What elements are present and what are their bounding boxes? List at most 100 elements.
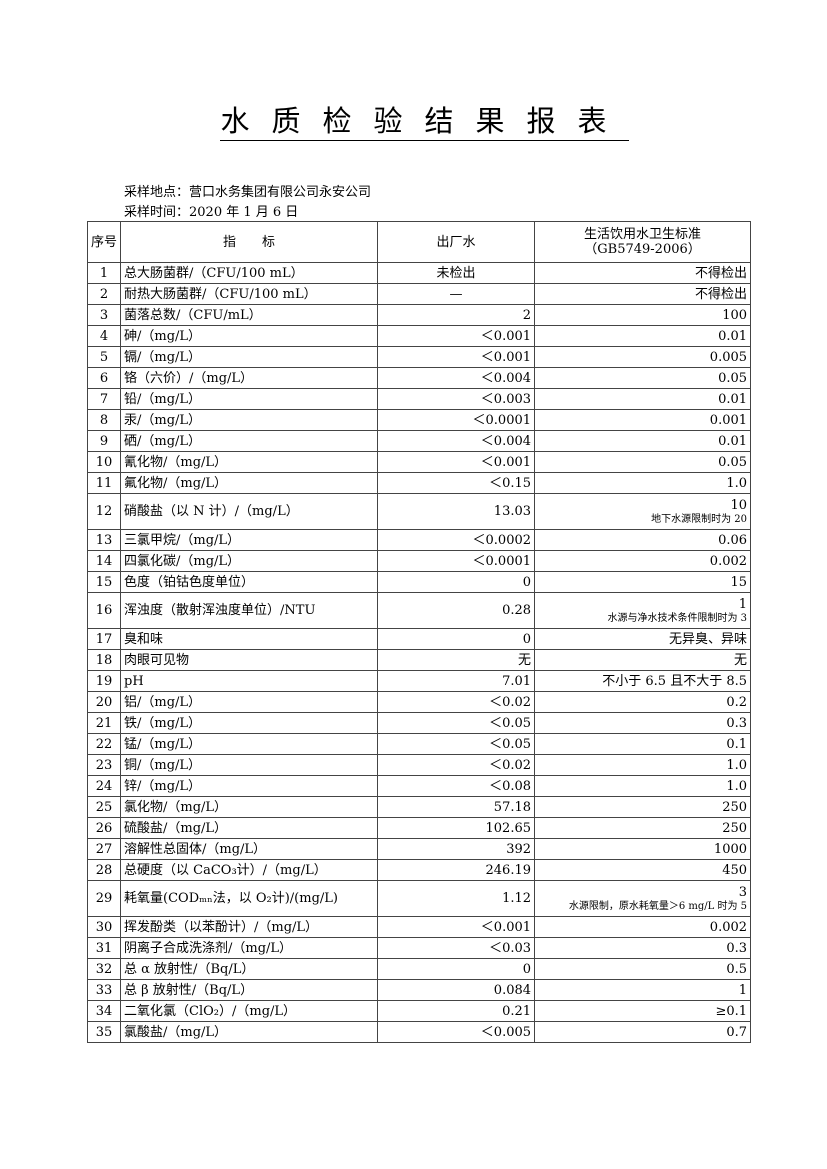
indicator-name: 锰/（mg/L） — [120, 733, 379, 755]
report-title: 水质检验结果报表 — [0, 98, 827, 141]
indicator-name: 总 β 放射性/（Bq/L） — [120, 979, 379, 1001]
standard-limit: 15 — [730, 574, 748, 590]
standard-value: 100 — [534, 304, 752, 326]
standard-limit: 1000 — [713, 841, 748, 857]
standard-value: 0.01 — [534, 388, 752, 410]
standard-value: 1 — [534, 979, 752, 1001]
standard-value: 不小于 6.5 且不大于 8.5 — [534, 670, 752, 692]
plant-water-value: 0 — [377, 628, 536, 650]
table-row: 16 浑浊度（散射浑浊度单位）/NTU 0.28 1 水源与净水技术条件限制时为 3 — [86, 592, 752, 629]
standard-limit: 3 — [738, 884, 748, 900]
plant-water-value: 2 — [377, 304, 536, 326]
plant-water-value: ＜0.0001 — [377, 550, 536, 572]
standard-value: 0.05 — [534, 367, 752, 389]
row-number: 15 — [86, 571, 122, 593]
plant-water-value: 57.18 — [377, 796, 536, 818]
standard-value: 无 — [534, 649, 752, 671]
row-number: 7 — [86, 388, 122, 410]
standard-limit: 0.001 — [709, 412, 748, 428]
standard-limit: 1 — [738, 596, 748, 612]
indicator-name: pH — [120, 670, 379, 692]
indicator-name: 菌落总数/（CFU/mL） — [120, 304, 379, 326]
row-number: 8 — [86, 409, 122, 431]
table-row: 21 铁/（mg/L） ＜0.05 0.3 — [86, 712, 752, 734]
standard-value: 3 水源限制，原水耗氧量＞6 mg/L 时为 5 — [534, 880, 752, 917]
indicator-name: 氰化物/（mg/L） — [120, 451, 379, 473]
standard-limit: 250 — [722, 820, 748, 836]
plant-water-value: ＜0.001 — [377, 346, 536, 368]
table-row: 27 溶解性总固体/（mg/L） 392 1000 — [86, 838, 752, 860]
table-row: 25 氯化物/（mg/L） 57.18 250 — [86, 796, 752, 818]
table-row: 4 砷/（mg/L） ＜0.001 0.01 — [86, 325, 752, 347]
indicator-name: 总 α 放射性/（Bq/L） — [120, 958, 379, 980]
indicator-name: 氯化物/（mg/L） — [120, 796, 379, 818]
table-row: 26 硫酸盐/（mg/L） 102.65 250 — [86, 817, 752, 839]
standard-value: 1.0 — [534, 754, 752, 776]
standard-limit: 100 — [722, 307, 748, 323]
indicator-name: 肉眼可见物 — [120, 649, 379, 671]
row-number: 19 — [86, 670, 122, 692]
row-number: 4 — [86, 325, 122, 347]
table-row: 9 硒/（mg/L） ＜0.004 0.01 — [86, 430, 752, 452]
indicator-name: 硝酸盐（以 N 计）/（mg/L） — [120, 493, 379, 530]
plant-water-value: 0.28 — [377, 592, 536, 629]
row-number: 25 — [86, 796, 122, 818]
row-number: 32 — [86, 958, 122, 980]
row-number: 18 — [86, 649, 122, 671]
table-row: 19 pH 7.01 不小于 6.5 且不大于 8.5 — [86, 670, 752, 692]
standard-limit: 450 — [722, 862, 748, 878]
table-row: 31 阴离子合成洗涤剂/（mg/L） ＜0.03 0.3 — [86, 937, 752, 959]
row-number: 22 — [86, 733, 122, 755]
plant-water-value: ＜0.001 — [377, 325, 536, 347]
row-number: 3 — [86, 304, 122, 326]
table-row: 10 氰化物/（mg/L） ＜0.001 0.05 — [86, 451, 752, 473]
sampling-location: 采样地点：营口水务集团有限公司永安公司 — [124, 185, 372, 200]
table-row: 3 菌落总数/（CFU/mL） 2 100 — [86, 304, 752, 326]
indicator-name: 溶解性总固体/（mg/L） — [120, 838, 379, 860]
standard-value: 1000 — [534, 838, 752, 860]
indicator-name: 锌/（mg/L） — [120, 775, 379, 797]
standard-limit: 0.5 — [726, 961, 748, 977]
results-table: 序号 指 标 出厂水 生活饮用水卫生标准 （GB5749-2006） 1 总大肠菌群… — [86, 221, 752, 1043]
plant-water-value: ＜0.004 — [377, 430, 536, 452]
table-row: 6 铬（六价）/（mg/L） ＜0.004 0.05 — [86, 367, 752, 389]
table-row: 22 锰/（mg/L） ＜0.05 0.1 — [86, 733, 752, 755]
indicator-name: 铝/（mg/L） — [120, 691, 379, 713]
table-row: 5 镉/（mg/L） ＜0.001 0.005 — [86, 346, 752, 368]
row-number: 21 — [86, 712, 122, 734]
standard-limit: 1.0 — [726, 757, 748, 773]
standard-limit: 1.0 — [726, 778, 748, 794]
plant-water-value: ＜0.0002 — [377, 529, 536, 551]
indicator-name: 硒/（mg/L） — [120, 430, 379, 452]
standard-limit: 无异臭、异味 — [669, 631, 748, 647]
indicator-name: 氟化物/（mg/L） — [120, 472, 379, 494]
indicator-name: 耐热大肠菌群/（CFU/100 mL） — [120, 283, 379, 305]
standard-value: 250 — [534, 817, 752, 839]
indicator-name: 硫酸盐/（mg/L） — [120, 817, 379, 839]
indicator-name: 汞/（mg/L） — [120, 409, 379, 431]
indicator-name: 铁/（mg/L） — [120, 712, 379, 734]
row-number: 14 — [86, 550, 122, 572]
standard-note: 地下水源限制时为 20 — [651, 513, 748, 525]
indicator-name: 二氧化氯（ClO₂）/（mg/L） — [120, 1000, 379, 1022]
plant-water-value: 1.12 — [377, 880, 536, 917]
table-row: 28 总硬度（以 CaCO₃计）/（mg/L） 246.19 450 — [86, 859, 752, 881]
indicator-name: 氯酸盐/（mg/L） — [120, 1021, 379, 1043]
standard-value: 0.005 — [534, 346, 752, 368]
standard-limit: 0.002 — [709, 553, 748, 569]
standard-value: 1.0 — [534, 472, 752, 494]
table-row: 20 铝/（mg/L） ＜0.02 0.2 — [86, 691, 752, 713]
standard-limit: 0.2 — [726, 694, 748, 710]
header-standard: 生活饮用水卫生标准 （GB5749-2006） — [534, 221, 752, 263]
standard-value: 1 水源与净水技术条件限制时为 3 — [534, 592, 752, 629]
plant-water-value: 7.01 — [377, 670, 536, 692]
table-row: 17 臭和味 0 无异臭、异味 — [86, 628, 752, 650]
row-number: 24 — [86, 775, 122, 797]
table-row: 18 肉眼可见物无无 — [86, 649, 752, 671]
plant-water-value: 392 — [377, 838, 536, 860]
row-number: 33 — [86, 979, 122, 1001]
standard-value: 不得检出 — [534, 283, 752, 305]
indicator-name: 总硬度（以 CaCO₃计）/（mg/L） — [120, 859, 379, 881]
row-number: 27 — [86, 838, 122, 860]
standard-limit: 0.01 — [718, 391, 748, 407]
